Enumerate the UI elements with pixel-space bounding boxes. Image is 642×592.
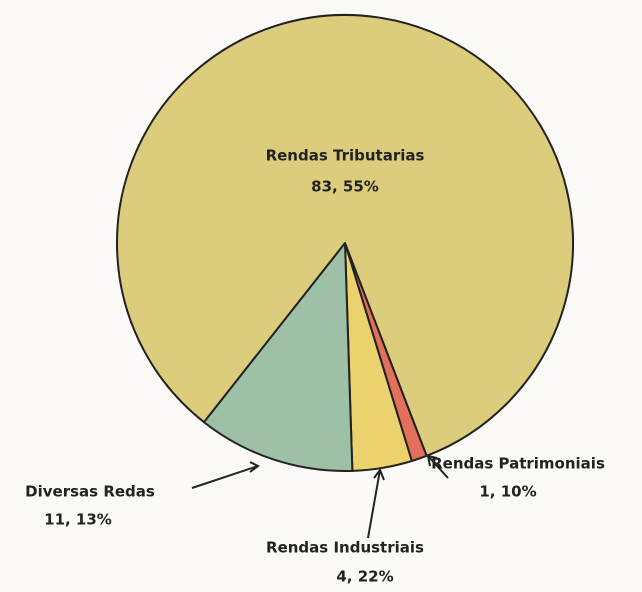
slice-value-label: 83, 55% (311, 178, 379, 196)
slice-value-label: 11, 13% (44, 511, 112, 529)
arrows (191, 454, 449, 539)
slice-value-label: 1, 10% (479, 483, 536, 501)
arrow (367, 469, 381, 539)
slice-value-label: 4, 22% (336, 568, 393, 586)
pie-slice (116, 14, 574, 457)
arrow (191, 465, 259, 489)
slice-label: Diversas Redas (25, 483, 155, 501)
slice-label: Rendas Industriais (266, 539, 424, 557)
arrow-head (426, 454, 438, 467)
slice-label: Rendas Tributarias (266, 147, 425, 165)
pie-slice (202, 242, 354, 472)
arrow-head (249, 461, 260, 473)
slice-label: Rendas Patrimoniais (431, 455, 605, 473)
arrow (427, 455, 449, 479)
arrow-head (373, 467, 385, 481)
